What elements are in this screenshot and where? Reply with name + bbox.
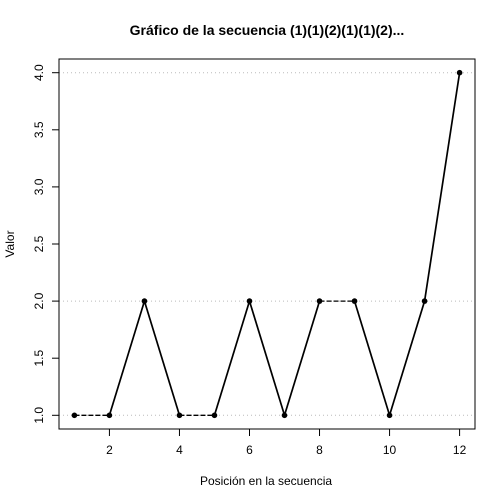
line-segment: [213, 300, 251, 416]
y-tick-label: 1.0: [32, 407, 46, 424]
data-point: [281, 412, 288, 419]
data-point: [456, 69, 463, 76]
x-tick-label: 6: [246, 443, 253, 457]
x-tick-label: 8: [316, 443, 323, 457]
line-segment: [108, 300, 146, 416]
data-point: [176, 412, 183, 419]
line-segment: [353, 300, 391, 416]
x-tick-label: 4: [176, 443, 183, 457]
data-point: [316, 298, 323, 304]
data-point: [386, 412, 393, 419]
line-segment: [143, 300, 181, 416]
data-point: [211, 412, 218, 419]
y-tick-label: 2.5: [32, 235, 46, 252]
x-tick-label: 2: [106, 443, 113, 457]
y-tick-label: 3.5: [32, 121, 46, 138]
chart-title: Gráfico de la secuencia (1)(1)(2)(1)(1)(…: [130, 22, 405, 38]
line-segment: [423, 72, 461, 302]
data-point: [141, 298, 148, 304]
data-point: [421, 298, 428, 304]
y-tick-label: 3.0: [32, 178, 46, 195]
data-point: [351, 298, 358, 304]
reference-lines: [59, 72, 475, 416]
data-point: [246, 298, 253, 304]
y-tick-label: 1.5: [32, 350, 46, 367]
y-tick-label: 4.0: [32, 64, 46, 81]
x-axis-label: Posición en la secuencia: [200, 474, 332, 488]
y-axis: 1.0 1.5 2.0 2.5 3.0 3.5 4.0: [32, 64, 60, 424]
y-axis-label: Valor: [3, 230, 17, 257]
line-segment: [248, 300, 286, 416]
data-point: [71, 412, 78, 419]
data-point: [106, 412, 113, 419]
x-tick-label: 12: [453, 443, 467, 457]
x-tick-label: 10: [383, 443, 397, 457]
series-line: [74, 72, 461, 416]
x-axis: 2 4 6 8 10 12: [106, 428, 467, 457]
y-tick-label: 2.0: [32, 292, 46, 309]
series-points: [71, 69, 463, 419]
line-segment: [283, 300, 321, 416]
line-segment: [388, 300, 426, 416]
